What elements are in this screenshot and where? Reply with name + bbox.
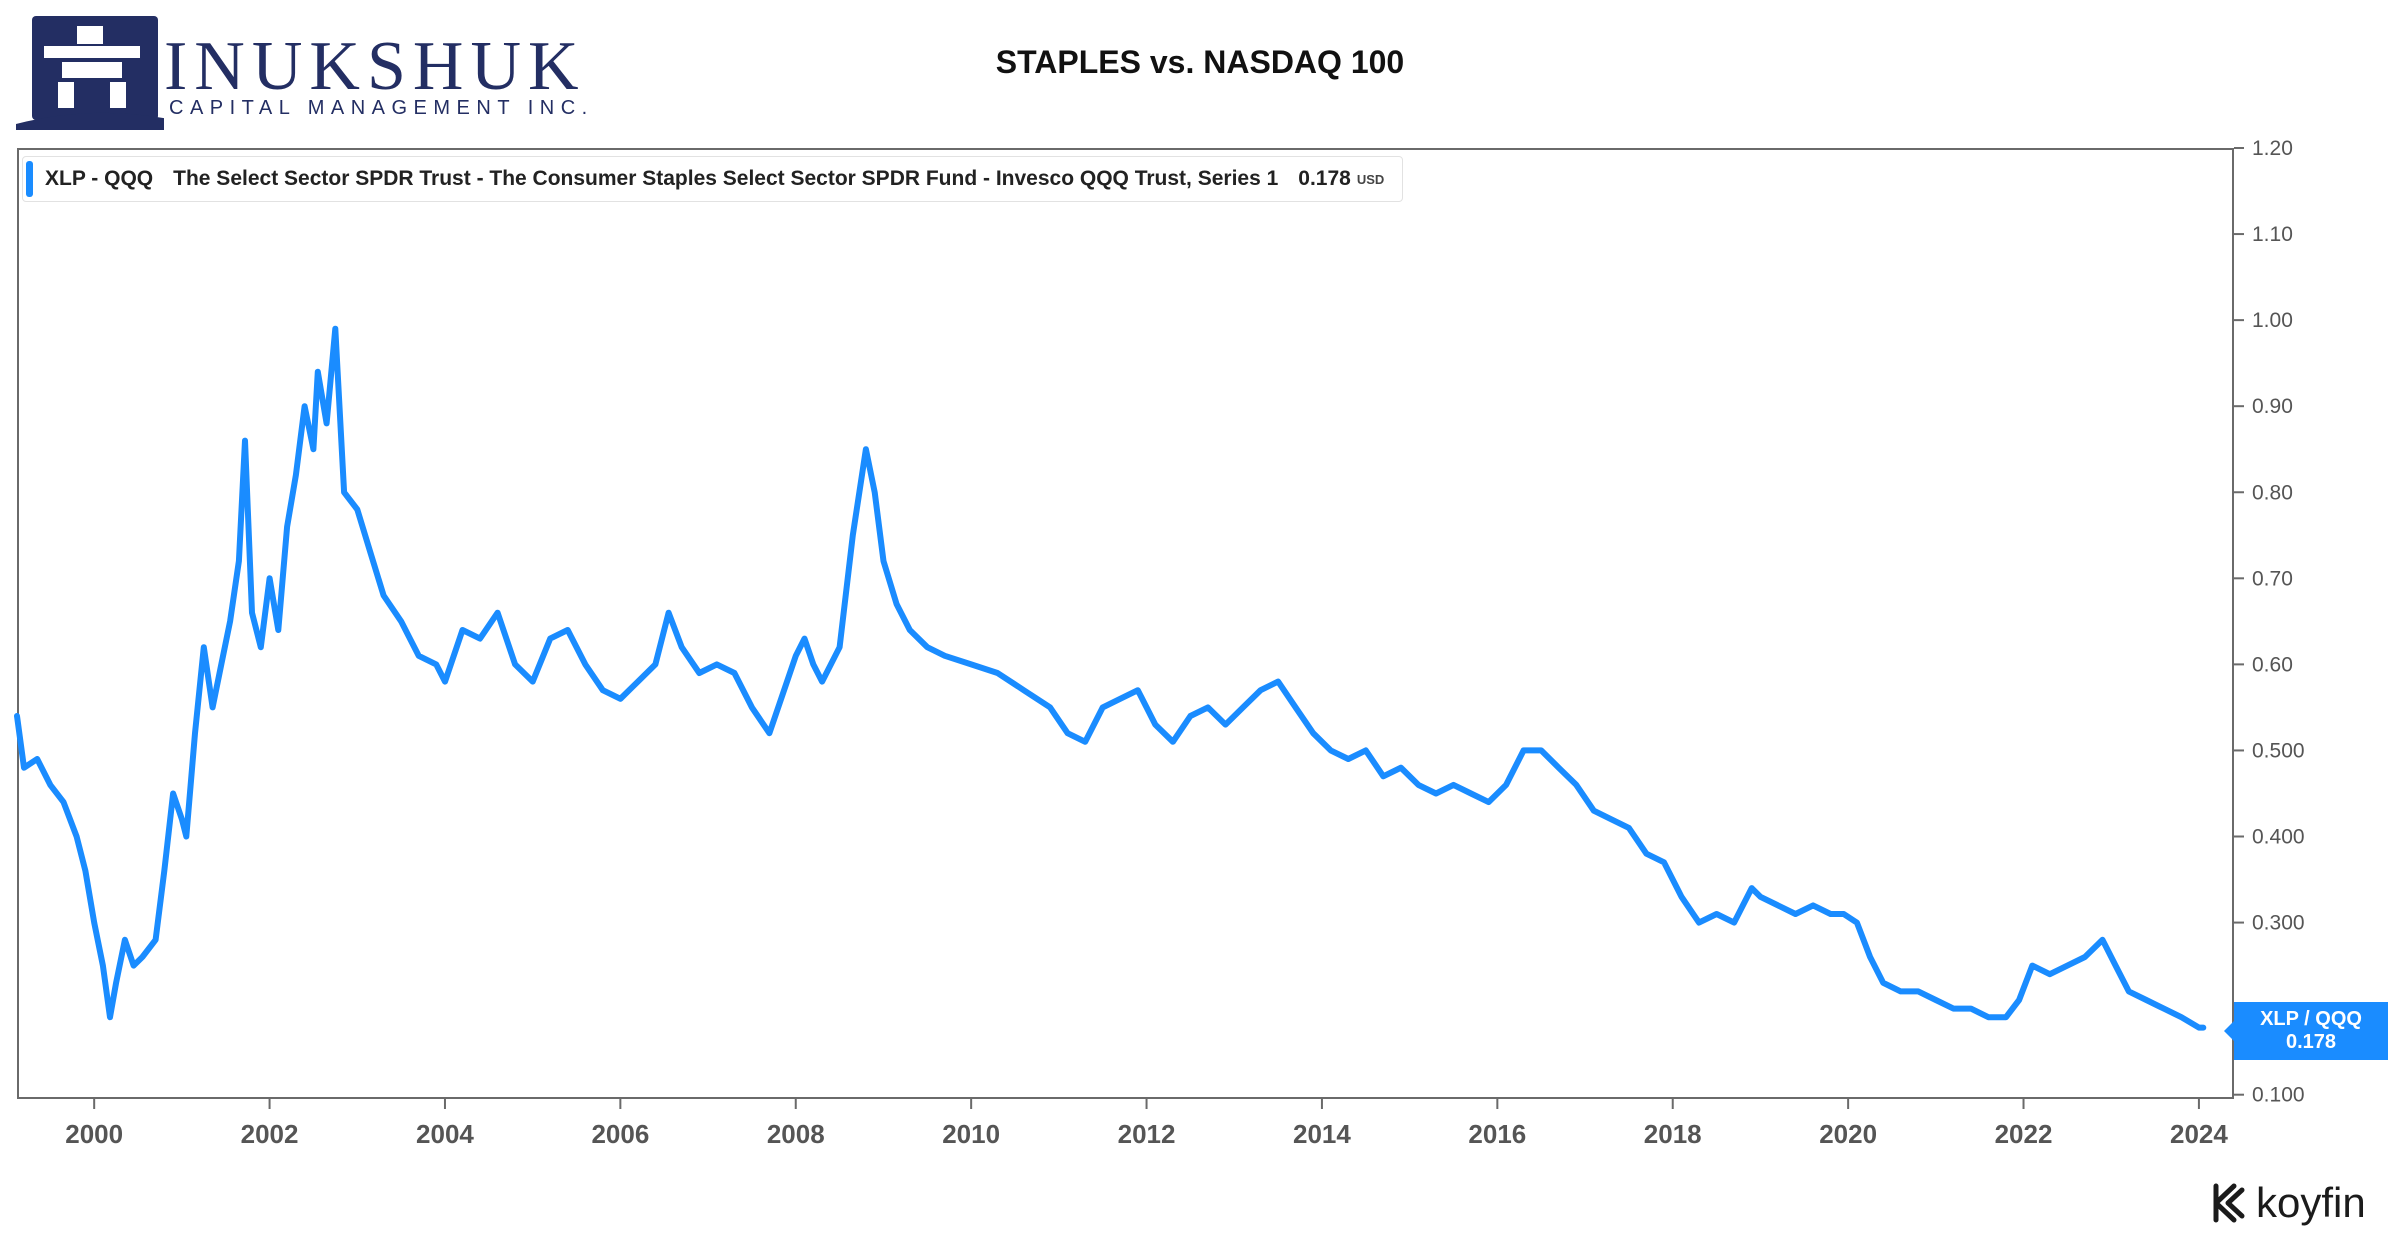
legend-value: 0.178 [1298,167,1351,190]
x-tick-label: 2004 [416,1119,474,1149]
y-tick-label: 0.70 [2252,567,2293,590]
plot-frame [17,148,2234,1099]
logo-subtitle: CAPITAL MANAGEMENT INC. [169,97,594,119]
logo-wordmark: INUKSHUK [164,28,586,105]
y-tick-label: 0.90 [2252,395,2293,418]
inukshuk-emblem-icon [16,16,174,130]
legend-ticker: XLP - QQQ [45,167,154,190]
series-line-0 [14,325,2207,1031]
koyfin-logo-icon [2213,1183,2245,1223]
x-tick-label: 2008 [767,1119,825,1149]
chart-legend[interactable]: XLP - QQQ The Select Sector SPDR Trust -… [22,156,1404,202]
x-tick-label: 2024 [2170,1119,2228,1149]
x-tick-label: 2006 [591,1119,649,1149]
legend-series-name: The Select Sector SPDR Trust - The Consu… [173,167,1279,190]
price-tag-label: XLP / QQQ [2260,1008,2362,1030]
price-tag-value: 0.178 [2285,1031,2337,1053]
inukshuk-logo: INUKSHUK CAPITAL MANAGEMENT INC. [14,12,614,130]
y-tick-label: 0.400 [2252,826,2305,849]
x-tick-label: 2002 [241,1119,299,1149]
page-title: STAPLES vs. NASDAQ 100 [995,44,1405,80]
x-tick-label: 2018 [1644,1119,1702,1149]
y-tick-label: 0.60 [2252,653,2293,676]
y-tick-label: 0.100 [2252,1084,2305,1107]
legend-swatch [26,161,33,197]
x-tick-label: 2012 [1118,1119,1176,1149]
y-tick-label: 0.500 [2252,739,2305,762]
y-tick-label: 1.20 [2252,137,2293,160]
legend-unit: USD [1356,171,1385,187]
x-tick-label: 2020 [1819,1119,1877,1149]
y-tick-label: 0.300 [2252,912,2305,935]
koyfin-brand: koyfin [2256,1179,2366,1226]
x-tick-label: 2016 [1468,1119,1526,1149]
y-tick-label: 1.10 [2252,223,2293,246]
x-tick-label: 2010 [942,1119,1000,1149]
koyfin-watermark: koyfin [2208,1178,2366,1228]
last-price-tag: XLP / QQQ 0.178 [2224,1002,2388,1060]
y-tick-label: 1.00 [2252,309,2293,332]
y-tick-label: 0.80 [2252,481,2293,504]
x-tick-label: 2022 [1995,1119,2053,1149]
x-tick-label: 2000 [65,1119,123,1149]
x-tick-label: 2014 [1293,1119,1351,1149]
